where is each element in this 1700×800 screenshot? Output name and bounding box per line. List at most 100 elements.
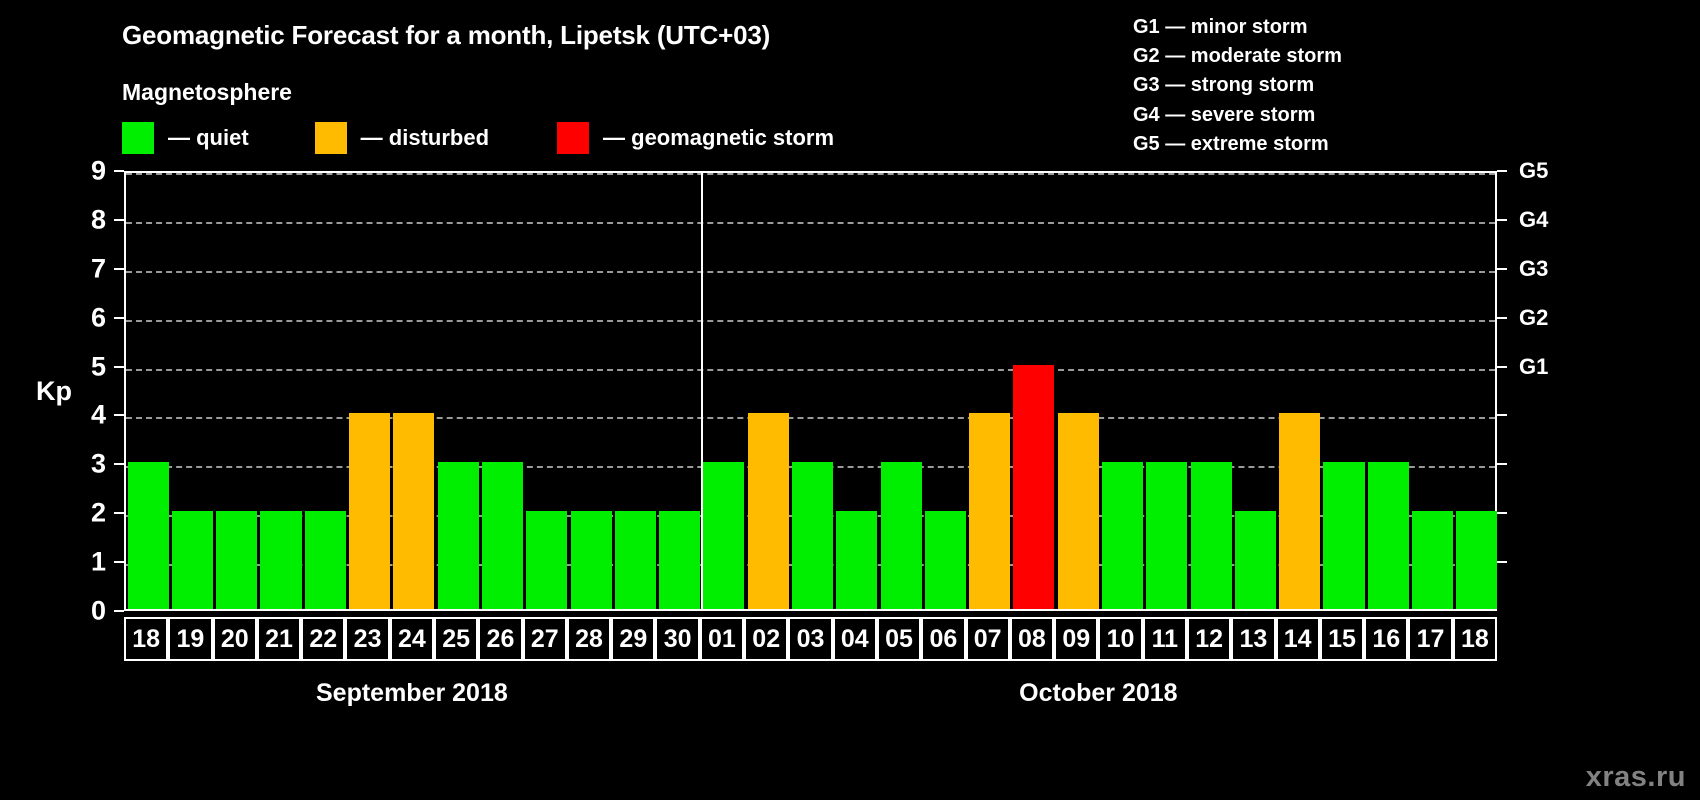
g-tick-mark-g4	[1497, 218, 1507, 221]
date-cell[interactable]: 08	[1009, 617, 1055, 661]
g-tick-mark-g2	[1497, 316, 1507, 319]
y-tick-mark-6	[114, 316, 124, 319]
gridline-kp-5	[126, 368, 1495, 371]
bar[interactable]	[747, 413, 789, 609]
date-cell[interactable]: 03	[788, 617, 833, 661]
date-cell[interactable]: 09	[1054, 617, 1099, 661]
bar[interactable]	[1057, 413, 1099, 609]
date-cell[interactable]: 05	[876, 617, 922, 661]
gridline-kp-7	[126, 270, 1495, 273]
bar[interactable]	[1323, 462, 1365, 609]
bar[interactable]	[791, 462, 834, 609]
bar[interactable]	[614, 511, 656, 609]
y-axis: 9 8 7 6 5 4 3 2 1 0	[0, 156, 124, 626]
bar[interactable]	[969, 413, 1011, 609]
date-cell[interactable]: 24	[389, 617, 435, 661]
date-cell[interactable]: 15	[1319, 617, 1365, 661]
date-cell[interactable]: 30	[655, 617, 700, 661]
page-title: Geomagnetic Forecast for a month, Lipets…	[122, 20, 771, 50]
g-tick-mark-minor-4	[1497, 414, 1507, 417]
bar[interactable]	[1234, 511, 1276, 609]
y-tick-label-4: 4	[90, 399, 106, 430]
y-tick-label-6: 6	[90, 302, 106, 333]
date-cell[interactable]: 14	[1275, 617, 1320, 661]
date-cell[interactable]: 06	[921, 617, 966, 661]
date-cell[interactable]: 17	[1408, 617, 1453, 661]
watermark: xras.ru	[1585, 761, 1686, 793]
g-scale-axis: G5 G4 G3 G2 G1	[1497, 158, 1617, 611]
date-cell[interactable]: 13	[1231, 617, 1276, 661]
g-tick-mark-minor-1	[1497, 561, 1507, 564]
orange-square-icon	[314, 122, 347, 154]
magnetosphere-label: Magnetosphere	[122, 79, 292, 105]
g-tick-mark-g3	[1497, 267, 1507, 270]
date-cell[interactable]: 21	[256, 617, 302, 661]
y-tick-label-3: 3	[90, 448, 106, 479]
green-square-icon	[122, 122, 154, 154]
bar[interactable]	[570, 511, 612, 609]
bar[interactable]	[1279, 413, 1321, 609]
date-cell[interactable]: 27	[522, 617, 567, 661]
g-tick-mark-g1	[1497, 365, 1507, 368]
bar[interactable]	[1190, 462, 1232, 609]
y-tick-label-8: 8	[90, 204, 106, 235]
bar[interactable]	[304, 511, 346, 609]
date-cell[interactable]: 29	[611, 617, 656, 661]
date-cell[interactable]: 19	[168, 617, 213, 661]
date-cell[interactable]: 25	[434, 617, 479, 661]
bar[interactable]	[216, 511, 258, 609]
bar[interactable]	[880, 462, 922, 609]
storm-scale-line-g3: G3 — strong storm	[1133, 74, 1315, 97]
g-tick-label-g3: G3	[1519, 255, 1549, 281]
bar[interactable]	[127, 462, 169, 609]
bar[interactable]	[260, 511, 302, 609]
date-cell[interactable]: 20	[212, 617, 257, 661]
date-cell[interactable]: 04	[832, 617, 877, 661]
y-tick-label-5: 5	[90, 351, 106, 382]
date-cell[interactable]: 23	[345, 617, 390, 661]
date-cell[interactable]: 01	[699, 617, 745, 661]
bar[interactable]	[481, 462, 523, 609]
gridline-kp-6	[126, 319, 1495, 322]
g-tick-mark-minor-3	[1497, 463, 1507, 466]
legend-item-disturbed: — disturbed	[314, 122, 489, 154]
bar[interactable]	[659, 511, 701, 609]
bar[interactable]	[836, 511, 878, 609]
g-tick-mark-minor-2	[1497, 512, 1507, 515]
date-cell[interactable]: 11	[1142, 617, 1187, 661]
date-cell[interactable]: 18	[1452, 617, 1497, 661]
storm-scale-line-g2: G2 — moderate storm	[1133, 45, 1342, 68]
bar[interactable]	[1412, 511, 1454, 609]
bar[interactable]	[1367, 462, 1409, 609]
date-cell[interactable]: 18	[124, 617, 169, 661]
bar[interactable]	[1013, 364, 1055, 609]
bar[interactable]	[703, 462, 745, 609]
storm-scale-line-g5: G5 — extreme storm	[1133, 132, 1329, 155]
bar[interactable]	[1456, 511, 1498, 609]
bar[interactable]	[1101, 462, 1144, 609]
bar[interactable]	[924, 511, 966, 609]
g-tick-label-g1: G1	[1519, 353, 1549, 379]
legend-label-quiet: — quiet	[168, 125, 249, 150]
date-cell[interactable]: 02	[744, 617, 789, 661]
date-cell[interactable]: 28	[566, 617, 612, 661]
date-cell[interactable]: 10	[1098, 617, 1143, 661]
bar[interactable]	[437, 462, 479, 609]
date-cell[interactable]: 07	[965, 617, 1010, 661]
date-cell[interactable]: 26	[478, 617, 523, 661]
y-tick-mark-3	[114, 463, 124, 466]
date-cell[interactable]: 16	[1364, 617, 1409, 661]
storm-scale-line-g4: G4 — severe storm	[1133, 103, 1316, 126]
bar[interactable]	[349, 413, 391, 609]
date-cell[interactable]: 22	[301, 617, 346, 661]
g-tick-label-g2: G2	[1519, 304, 1549, 330]
gridline-kp-4	[126, 417, 1495, 420]
bar[interactable]	[171, 511, 213, 609]
month-divider	[700, 173, 703, 609]
month-label: October 2018	[1019, 679, 1178, 707]
bar[interactable]	[393, 413, 435, 609]
date-cell[interactable]: 12	[1186, 617, 1232, 661]
bar[interactable]	[1146, 462, 1188, 609]
gridline-kp-8	[126, 221, 1495, 224]
bar[interactable]	[526, 511, 568, 609]
